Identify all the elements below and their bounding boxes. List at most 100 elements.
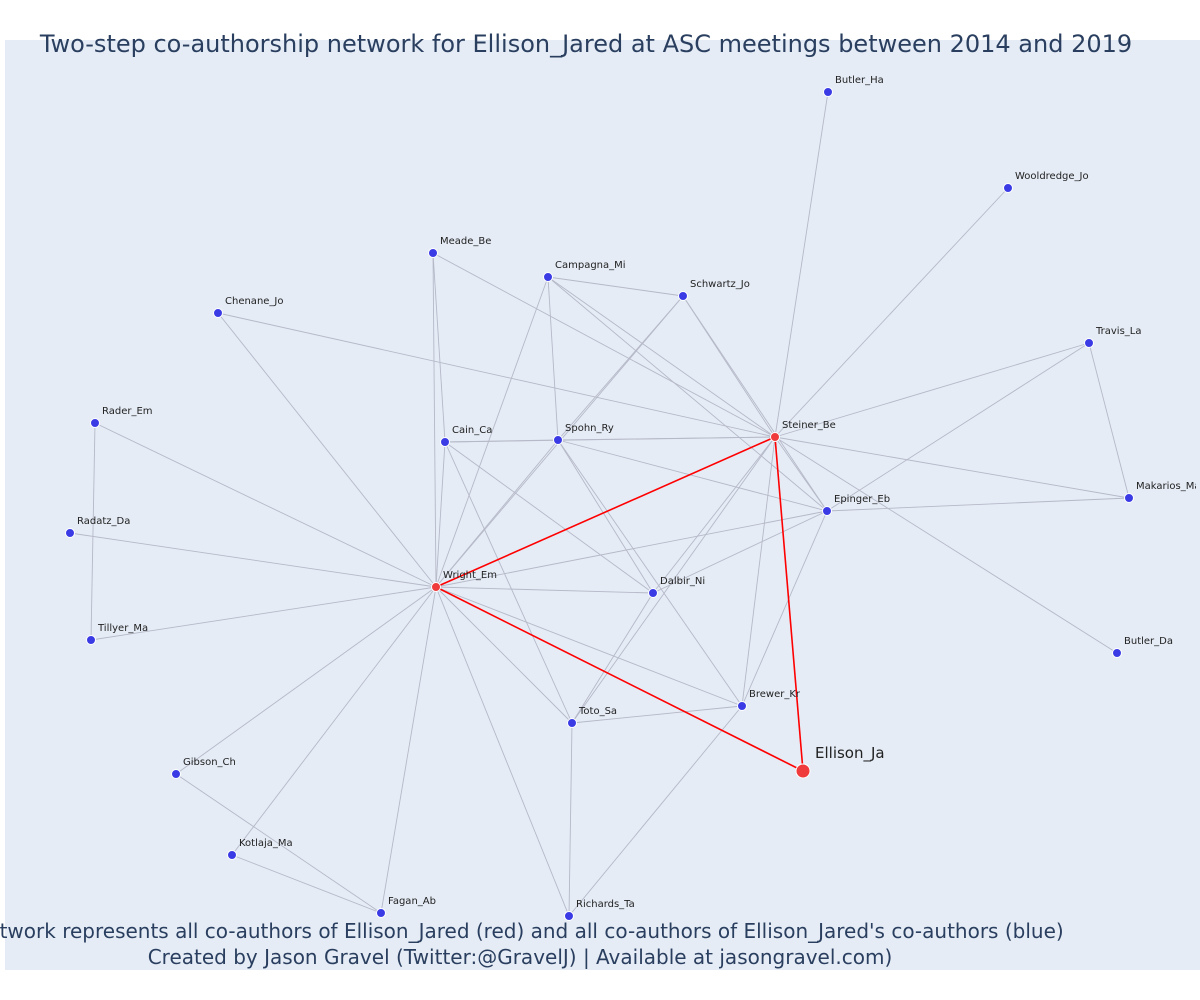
edge-Campagna_Mi-Schwartz_Jo	[547, 276, 684, 297]
node-label-Richards_Ta: Richards_Ta	[576, 899, 635, 910]
node-Wooldredge_Jo[interactable]	[1003, 183, 1013, 193]
edge-Wright_Em-Spohn_Ry	[435, 439, 559, 588]
edge-Steiner_Be-Toto_Sa	[571, 436, 776, 724]
node-Toto_Sa[interactable]	[567, 718, 577, 728]
node-label-Dalbir_Ni: Dalbir_Ni	[660, 576, 705, 587]
node-Butler_Da[interactable]	[1112, 648, 1122, 658]
node-Makarios_Ma[interactable]	[1124, 493, 1134, 503]
edge-Steiner_Be-Dalbir_Ni	[652, 436, 776, 594]
edge-Wright_Em-Toto_Sa	[435, 586, 573, 724]
edge-Wright_Em-Tillyer_Ma	[90, 586, 437, 641]
edge-layer	[69, 91, 1130, 917]
node-label-Gibson_Ch: Gibson_Ch	[183, 757, 236, 768]
edge-Steiner_Be-Butler_Da	[774, 436, 1118, 654]
edge-Steiner_Be-Chenane_Jo	[217, 312, 776, 438]
node-label-Wooldredge_Jo: Wooldredge_Jo	[1015, 171, 1089, 182]
label-layer: Butler_Ha Wooldredge_Jo Meade_Be Campagna_M…	[77, 75, 1200, 910]
node-Steiner_Be[interactable]	[770, 432, 780, 442]
node-Tillyer_Ma[interactable]	[86, 635, 96, 645]
node-label-Fagan_Ab: Fagan_Ab	[388, 896, 436, 907]
node-Brewer_Kr[interactable]	[737, 701, 747, 711]
node-label-Campagna_Mi: Campagna_Mi	[555, 260, 626, 271]
node-label-Schwartz_Jo: Schwartz_Jo	[690, 279, 750, 290]
node-Wright_Em[interactable]	[431, 582, 441, 592]
node-Kotlaja_Ma[interactable]	[227, 850, 237, 860]
edge-Epinger_Eb-Makarios_Ma	[826, 497, 1130, 512]
edge-Wright_Em-Chenane_Jo	[217, 312, 437, 588]
node-Richards_Ta[interactable]	[564, 911, 574, 921]
edge-Wright_Em-Gibson_Ch	[175, 586, 437, 775]
node-Campagna_Mi[interactable]	[543, 272, 553, 282]
node-label-Makarios_Ma: Makarios_Ma	[1136, 481, 1200, 492]
edge-Wright_Em-Steiner_Be	[435, 436, 776, 588]
node-label-Radatz_Da: Radatz_Da	[77, 516, 130, 527]
edge-Spohn_Ry-Brewer_Kr	[557, 439, 743, 707]
node-label-Kotlaja_Ma: Kotlaja_Ma	[239, 838, 293, 849]
edge-Schwartz_Jo-Spohn_Ry	[557, 295, 684, 441]
node-label-Butler_Ha: Butler_Ha	[835, 75, 884, 86]
edge-Steiner_Be-Campagna_Mi	[547, 276, 776, 438]
edge-Brewer_Kr-Richards_Ta	[568, 705, 743, 917]
node-Gibson_Ch[interactable]	[171, 769, 181, 779]
node-label-Cain_Ca: Cain_Ca	[452, 425, 492, 436]
node-Chenane_Jo[interactable]	[213, 308, 223, 318]
node-Radatz_Da[interactable]	[65, 528, 75, 538]
edge-Wright_Em-Rader_Em	[94, 422, 437, 588]
node-label-Rader_Em: Rader_Em	[102, 406, 153, 417]
node-Ellison_Ja[interactable]	[795, 763, 811, 779]
node-Dalbir_Ni[interactable]	[648, 588, 658, 598]
caption-line-2: Created by Jason Gravel (Twitter:@Gravel…	[148, 945, 893, 969]
node-label-Meade_Be: Meade_Be	[440, 236, 491, 247]
node-Butler_Ha[interactable]	[823, 87, 833, 97]
node-label-Steiner_Be: Steiner_Be	[782, 420, 836, 431]
edge-Rader_Em-Tillyer_Ma	[90, 422, 96, 641]
diagram-title: Two-step co-authorship network for Ellis…	[39, 30, 1132, 58]
node-Meade_Be[interactable]	[428, 248, 438, 258]
node-label-Chenane_Jo: Chenane_Jo	[225, 296, 284, 307]
edge-Steiner_Be-Wooldredge_Jo	[774, 187, 1009, 438]
edge-Wright_Em-Cain_Ca	[435, 441, 446, 588]
edge-Epinger_Eb-Dalbir_Ni	[652, 510, 828, 594]
edge-Campagna_Mi-Epinger_Eb	[547, 276, 828, 512]
node-Rader_Em[interactable]	[90, 418, 100, 428]
edge-Toto_Sa-Richards_Ta	[568, 722, 573, 917]
node-label-Travis_La: Travis_La	[1095, 326, 1141, 337]
edge-Cain_Ca-Dalbir_Ni	[444, 441, 654, 594]
edge-Steiner_Be-Travis_La	[774, 342, 1090, 438]
edge-Travis_La-Epinger_Eb	[826, 342, 1090, 512]
edge-Dalbir_Ni-Toto_Sa	[571, 592, 654, 724]
edge-Travis_La-Makarios_Ma	[1088, 342, 1130, 499]
edge-Wright_Em-Dalbir_Ni	[435, 586, 654, 594]
node-Cain_Ca[interactable]	[440, 437, 450, 447]
edge-Wright_Em-Brewer_Kr	[435, 586, 743, 707]
edge-Gibson_Ch-Fagan_Ab	[175, 773, 382, 914]
node-label-Spohn_Ry: Spohn_Ry	[565, 423, 614, 434]
node-Spohn_Ry[interactable]	[553, 435, 563, 445]
edge-Wright_Em-Fagan_Ab	[380, 586, 437, 914]
edge-Wright_Em-Richards_Ta	[435, 586, 570, 917]
node-label-Tillyer_Ma: Tillyer_Ma	[97, 623, 148, 634]
node-label-Butler_Da: Butler_Da	[1124, 636, 1173, 647]
edge-Meade_Be-Cain_Ca	[432, 252, 446, 443]
edge-Cain_Ca-Toto_Sa	[444, 441, 573, 724]
edge-Kotlaja_Ma-Fagan_Ab	[231, 854, 382, 914]
edge-Steiner_Be-Butler_Ha	[774, 91, 829, 438]
edge-Campagna_Mi-Spohn_Ry	[547, 276, 559, 441]
node-Fagan_Ab[interactable]	[376, 908, 386, 918]
node-label-Ellison_Ja: Ellison_Ja	[815, 744, 885, 763]
edge-Wright_Em-Radatz_Da	[69, 532, 437, 588]
node-Epinger_Eb[interactable]	[822, 506, 832, 516]
node-layer	[65, 87, 1134, 921]
edge-Wright_Em-Campagna_Mi	[435, 276, 549, 588]
edge-Spohn_Ry-Dalbir_Ni	[557, 439, 654, 594]
edge-Steiner_Be-Brewer_Kr	[741, 436, 776, 707]
edge-Brewer_Kr-Toto_Sa	[571, 705, 743, 724]
node-label-Brewer_Kr: Brewer_Kr	[749, 689, 801, 700]
edge-Ellison_Ja-Wright_Em	[435, 586, 804, 772]
edge-Wright_Em-Kotlaja_Ma	[231, 586, 437, 856]
node-Schwartz_Jo[interactable]	[678, 291, 688, 301]
caption-line-1: Network represents all co-authors of Ell…	[0, 919, 1064, 943]
edge-Epinger_Eb-Brewer_Kr	[741, 510, 828, 707]
node-Travis_La[interactable]	[1084, 338, 1094, 348]
